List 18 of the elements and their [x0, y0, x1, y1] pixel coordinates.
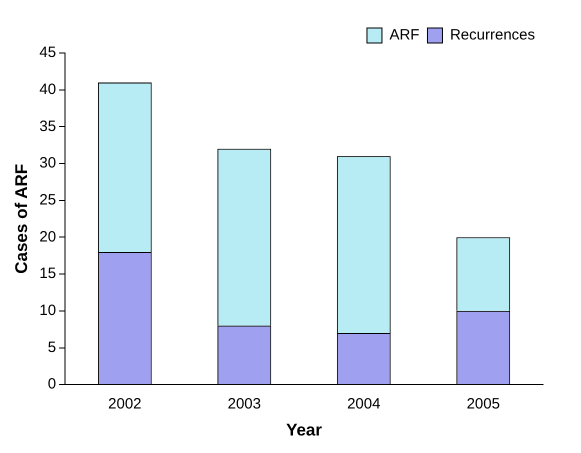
- y-tick-label: 5: [48, 338, 56, 356]
- y-tick-label: 25: [39, 192, 56, 209]
- legend-label: ARF: [389, 26, 420, 44]
- y-tick-label: 35: [39, 118, 56, 135]
- legend-label: Recurrences: [450, 26, 536, 44]
- y-tick-label: 40: [39, 80, 56, 98]
- y-axis-title: Cases of ARF: [12, 164, 31, 274]
- y-tick-label: 10: [39, 302, 56, 320]
- y-tick-label: 20: [39, 228, 56, 246]
- x-axis-title: Year: [286, 420, 322, 440]
- y-tick-label: 45: [39, 44, 56, 62]
- y-tick-label: 30: [39, 154, 56, 172]
- x-tick-label: 2004: [347, 396, 380, 413]
- y-tick-label: 15: [39, 265, 56, 282]
- x-tick-label: 2003: [228, 396, 261, 413]
- x-tick-label: 2002: [108, 396, 142, 413]
- y-tick-label: 0: [48, 376, 56, 393]
- x-tick-label: 2005: [466, 396, 500, 413]
